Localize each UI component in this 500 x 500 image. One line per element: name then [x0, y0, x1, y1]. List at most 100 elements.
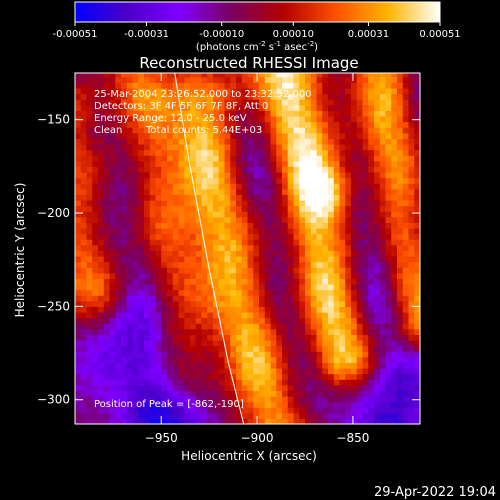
heatmap-cell [178, 171, 185, 179]
heatmap-cell [213, 367, 220, 375]
heatmap-cell [293, 76, 300, 83]
heatmap-cell [195, 401, 203, 408]
heatmap-cell [190, 149, 197, 156]
heatmap-cell [351, 367, 358, 375]
heatmap-cell [224, 76, 231, 83]
heatmap-cell [264, 328, 272, 335]
heatmap-cell [328, 356, 335, 363]
heatmap-cell [86, 250, 93, 257]
heatmap-cell [98, 295, 105, 302]
heatmap-cell [230, 311, 237, 319]
heatmap-cell [414, 384, 420, 391]
heatmap-cell [379, 272, 387, 279]
heatmap-cell [230, 356, 237, 363]
heatmap-cell [391, 339, 398, 347]
heatmap-cell [397, 93, 404, 100]
heatmap-cell [213, 306, 220, 313]
heatmap-cell [379, 171, 387, 179]
heatmap-cell [293, 250, 300, 257]
heatmap-cell [207, 115, 214, 123]
heatmap-cell [368, 166, 375, 173]
heatmap-cell [253, 390, 260, 397]
heatmap-cell [339, 171, 346, 179]
heatmap-cell [402, 295, 410, 302]
heatmap-cell [391, 82, 398, 89]
heatmap-cell [362, 227, 369, 235]
heatmap-cell [75, 205, 82, 212]
heatmap-cell [115, 367, 122, 375]
heatmap-cell [86, 407, 93, 414]
heatmap-cell [115, 283, 122, 291]
heatmap-cell [333, 211, 341, 218]
heatmap-cell [259, 93, 266, 100]
heatmap-cell [80, 227, 88, 235]
heatmap-cell [132, 233, 139, 240]
heatmap-cell [385, 93, 392, 100]
heatmap-cell [80, 407, 88, 414]
heatmap-cell [391, 367, 398, 375]
heatmap-cell [126, 250, 134, 257]
heatmap-cell [121, 278, 128, 285]
heatmap-cell [414, 239, 420, 246]
heatmap-cell [264, 401, 272, 408]
heatmap-cell [126, 323, 134, 330]
heatmap-cell [109, 239, 116, 246]
heatmap-cell [86, 244, 93, 251]
heatmap-cell [172, 166, 180, 173]
heatmap-cell [333, 244, 341, 251]
heatmap-cell [241, 216, 249, 223]
heatmap-cell [75, 93, 82, 100]
heatmap-cell [339, 395, 346, 403]
heatmap-cell [259, 379, 266, 386]
heatmap-cell [282, 384, 289, 391]
heatmap-cell [178, 127, 185, 134]
heatmap-cell [92, 99, 99, 106]
heatmap-cell [247, 138, 254, 145]
heatmap-cell [126, 160, 134, 167]
heatmap-cell [328, 171, 335, 179]
heatmap-cell [92, 183, 99, 190]
heatmap-cell [276, 255, 283, 263]
heatmap-cell [230, 367, 237, 375]
heatmap-cell [247, 379, 254, 386]
heatmap-cell [144, 395, 151, 403]
heatmap-cell [339, 87, 346, 95]
heatmap-cell [259, 295, 266, 302]
heatmap-cell [161, 115, 168, 123]
heatmap-cell [167, 317, 174, 324]
heatmap-cell [259, 339, 266, 347]
heatmap-cell [132, 177, 139, 184]
heatmap-cell [408, 155, 415, 162]
heatmap-cell [178, 278, 185, 285]
heatmap-cell [247, 149, 254, 156]
heatmap-cell [167, 339, 174, 347]
heatmap-cell [201, 143, 208, 151]
heatmap-cell [351, 306, 358, 313]
heatmap-cell [339, 99, 346, 106]
heatmap-cell [270, 82, 277, 89]
heatmap-cell [224, 289, 231, 296]
heatmap-cell [241, 132, 249, 139]
heatmap-cell [75, 300, 82, 307]
heatmap-cell [362, 334, 369, 341]
heatmap-cell [92, 233, 99, 240]
heatmap-cell [195, 267, 203, 274]
heatmap-cell [161, 183, 168, 190]
heatmap-cell [155, 239, 162, 246]
heatmap-cell [236, 222, 243, 229]
heatmap-cell [287, 205, 295, 212]
heatmap-cell [293, 227, 300, 235]
heatmap-cell [103, 351, 111, 358]
heatmap-cell [333, 104, 341, 111]
heatmap-cell [299, 93, 306, 100]
heatmap-cell [115, 339, 122, 347]
heatmap-cell [287, 160, 295, 167]
heatmap-cell [345, 351, 352, 358]
heatmap-cell [115, 384, 122, 391]
heatmap-cell [328, 205, 335, 212]
heatmap-cell [397, 306, 404, 313]
heatmap-cell [75, 412, 82, 419]
heatmap-cell [282, 216, 289, 223]
heatmap-cell [328, 76, 335, 83]
x-tick-label: −850 [336, 431, 369, 445]
